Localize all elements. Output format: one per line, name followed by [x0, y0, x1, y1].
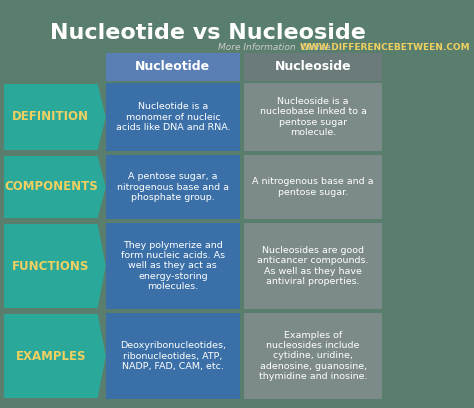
Text: WWW.DIFFERENCEBETWEEN.COM: WWW.DIFFERENCEBETWEEN.COM	[299, 43, 470, 52]
FancyBboxPatch shape	[106, 83, 240, 151]
FancyBboxPatch shape	[106, 53, 240, 81]
Text: EXAMPLES: EXAMPLES	[16, 350, 86, 362]
FancyBboxPatch shape	[244, 313, 382, 399]
Text: DEFINITION: DEFINITION	[12, 111, 89, 124]
Text: COMPONENTS: COMPONENTS	[4, 180, 98, 193]
Text: FUNCTIONS: FUNCTIONS	[12, 259, 90, 273]
Text: Nucleosides are good
anticancer compounds.
As well as they have
antiviral proper: Nucleosides are good anticancer compound…	[257, 246, 369, 286]
FancyBboxPatch shape	[244, 83, 382, 151]
Text: Nucleotide: Nucleotide	[135, 60, 210, 73]
Polygon shape	[4, 314, 106, 398]
Text: They polymerize and
form nucleic acids. As
well as they act as
energy-storing
mo: They polymerize and form nucleic acids. …	[121, 241, 225, 291]
Text: A pentose sugar, a
nitrogenous base and a
phosphate group.: A pentose sugar, a nitrogenous base and …	[117, 172, 229, 202]
Text: Nucleotide is a
monomer of nucleic
acids like DNA and RNA.: Nucleotide is a monomer of nucleic acids…	[116, 102, 230, 132]
Text: More Information  Online: More Information Online	[218, 43, 330, 52]
Text: Nucleoside is a
nucleobase linked to a
pentose sugar
molecule.: Nucleoside is a nucleobase linked to a p…	[260, 97, 366, 137]
FancyBboxPatch shape	[106, 223, 240, 309]
Polygon shape	[4, 224, 106, 308]
Polygon shape	[4, 84, 106, 150]
Polygon shape	[4, 156, 106, 218]
FancyBboxPatch shape	[244, 53, 382, 81]
FancyBboxPatch shape	[244, 155, 382, 219]
FancyBboxPatch shape	[244, 223, 382, 309]
FancyBboxPatch shape	[106, 313, 240, 399]
Text: Deoxyribonucleotides,
ribonucleotides, ATP,
NADP, FAD, CAM, etc.: Deoxyribonucleotides, ribonucleotides, A…	[120, 341, 226, 371]
Text: Examples of
nucleosides include
cytidine, uridine,
adenosine, guanosine,
thymidi: Examples of nucleosides include cytidine…	[259, 331, 367, 381]
Text: Nucleoside: Nucleoside	[275, 60, 351, 73]
Text: Nucleotide vs Nucleoside: Nucleotide vs Nucleoside	[50, 23, 366, 43]
FancyBboxPatch shape	[106, 155, 240, 219]
Text: A nitrogenous base and a
pentose sugar.: A nitrogenous base and a pentose sugar.	[252, 177, 374, 197]
